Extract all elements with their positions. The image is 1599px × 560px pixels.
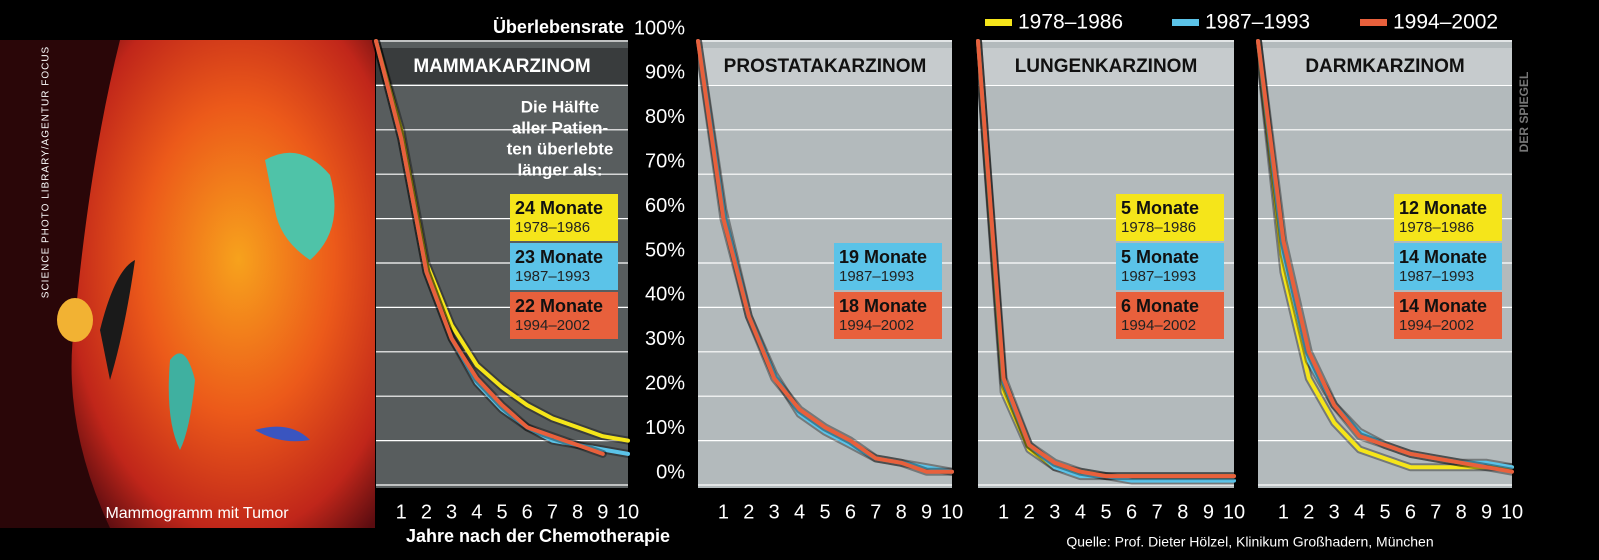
- x-tick-label: 3: [446, 501, 457, 523]
- y-tick-label: 70%: [645, 150, 685, 172]
- x-tick-label: 10: [1223, 501, 1245, 523]
- x-tick-label: 4: [1354, 501, 1365, 523]
- median-period: 1994–2002: [839, 317, 914, 334]
- x-tick-label: 8: [896, 501, 907, 523]
- legend-swatch: [985, 19, 1012, 26]
- median-label: 19 Monate: [839, 247, 927, 267]
- x-tick-label: 6: [1126, 501, 1137, 523]
- annotation: aller Patien-: [512, 118, 608, 137]
- median-period: 1987–1993: [1121, 268, 1196, 285]
- x-tick-label: 5: [819, 501, 830, 523]
- legend-label: 1994–2002: [1393, 11, 1498, 34]
- x-tick-label: 6: [1405, 501, 1416, 523]
- panel-title: DARMKARZINOM: [1305, 56, 1464, 77]
- median-label: 6 Monate: [1121, 296, 1199, 316]
- x-tick-label: 3: [1049, 501, 1060, 523]
- y-tick-label: 90%: [645, 62, 685, 84]
- x-tick-label: 9: [1203, 501, 1214, 523]
- x-tick-label: 5: [1100, 501, 1111, 523]
- x-tick-label: 6: [845, 501, 856, 523]
- x-tick-label: 4: [1075, 501, 1086, 523]
- y-tick-label: 30%: [645, 328, 685, 350]
- photo: SCIENCE PHOTO LIBRARY/AGENTUR FOCUS Mamm…: [0, 40, 375, 528]
- x-tick-label: 2: [743, 501, 754, 523]
- median-period: 1978–1986: [1399, 219, 1474, 236]
- x-tick-label: 1: [396, 501, 407, 523]
- legend-swatch: [1172, 19, 1199, 26]
- x-tick-label: 8: [572, 501, 583, 523]
- x-tick-label: 7: [1152, 501, 1163, 523]
- x-tick-label: 9: [597, 501, 608, 523]
- publisher: DER SPIEGEL: [1517, 72, 1531, 153]
- photo-credit: SCIENCE PHOTO LIBRARY/AGENTUR FOCUS: [41, 46, 52, 298]
- y-tick-label: 10%: [645, 417, 685, 439]
- x-tick-label: 2: [1303, 501, 1314, 523]
- x-tick-label: 5: [1379, 501, 1390, 523]
- x-tick-label: 9: [1481, 501, 1492, 523]
- x-tick-label: 4: [794, 501, 805, 523]
- median-period: 1987–1993: [839, 268, 914, 285]
- panel-title: LUNGENKARZINOM: [1015, 56, 1198, 77]
- panel-title: PROSTATAKARZINOM: [724, 56, 927, 77]
- x-tick-label: 8: [1456, 501, 1467, 523]
- median-period: 1978–1986: [515, 219, 590, 236]
- median-label: 5 Monate: [1121, 198, 1199, 218]
- median-period: 1987–1993: [515, 268, 590, 285]
- median-period: 1994–2002: [1121, 317, 1196, 334]
- x-tick-label: 1: [1278, 501, 1289, 523]
- y-tick-label: 40%: [645, 284, 685, 306]
- y-tick-label: 0%: [656, 461, 685, 483]
- median-label: 12 Monate: [1399, 198, 1487, 218]
- nipple: [57, 298, 93, 342]
- panel-title: MAMMAKARZINOM: [413, 56, 590, 77]
- y-tick-label: 50%: [645, 239, 685, 261]
- x-tick-label: 9: [921, 501, 932, 523]
- y-tick-label: 20%: [645, 372, 685, 394]
- median-label: 22 Monate: [515, 296, 603, 316]
- median-label: 23 Monate: [515, 247, 603, 267]
- legend-label: 1987–1993: [1205, 11, 1310, 34]
- x-tick-label: 3: [769, 501, 780, 523]
- median-label: 5 Monate: [1121, 247, 1199, 267]
- median-label: 14 Monate: [1399, 247, 1487, 267]
- x-tick-label: 2: [1024, 501, 1035, 523]
- source: Quelle: Prof. Dieter Hölzel, Klinikum Gr…: [1066, 534, 1433, 550]
- annotation: länger als:: [517, 160, 602, 179]
- x-tick-label: 7: [870, 501, 881, 523]
- y-tick-label: 80%: [645, 106, 685, 128]
- x-tick-label: 4: [471, 501, 482, 523]
- x-tick-label: 10: [617, 501, 639, 523]
- x-tick-label: 1: [718, 501, 729, 523]
- annotation: ten überlebte: [507, 139, 614, 158]
- x-tick-label: 10: [1501, 501, 1523, 523]
- photo-caption: Mammogramm mit Tumor: [105, 505, 289, 522]
- x-tick-label: 2: [421, 501, 432, 523]
- x-tick-label: 7: [1430, 501, 1441, 523]
- x-axis-label: Jahre nach der Chemotherapie: [406, 526, 670, 546]
- median-period: 1978–1986: [1121, 219, 1196, 236]
- x-tick-label: 7: [547, 501, 558, 523]
- x-tick-label: 8: [1177, 501, 1188, 523]
- x-tick-label: 6: [522, 501, 533, 523]
- y-axis-label: Überlebensrate: [493, 17, 624, 37]
- y-tick-label: 100%: [634, 17, 685, 39]
- legend-swatch: [1360, 19, 1387, 26]
- median-label: 14 Monate: [1399, 296, 1487, 316]
- legend-label: 1978–1986: [1018, 11, 1123, 34]
- median-label: 18 Monate: [839, 296, 927, 316]
- annotation: Die Hälfte: [521, 97, 599, 116]
- median-label: 24 Monate: [515, 198, 603, 218]
- median-period: 1994–2002: [515, 317, 590, 334]
- y-tick-label: 60%: [645, 195, 685, 217]
- x-tick-label: 5: [496, 501, 507, 523]
- infographic: SCIENCE PHOTO LIBRARY/AGENTUR FOCUS Mamm…: [0, 0, 1599, 560]
- x-tick-label: 3: [1329, 501, 1340, 523]
- median-period: 1987–1993: [1399, 268, 1474, 285]
- x-tick-label: 10: [941, 501, 963, 523]
- median-period: 1994–2002: [1399, 317, 1474, 334]
- x-tick-label: 1: [998, 501, 1009, 523]
